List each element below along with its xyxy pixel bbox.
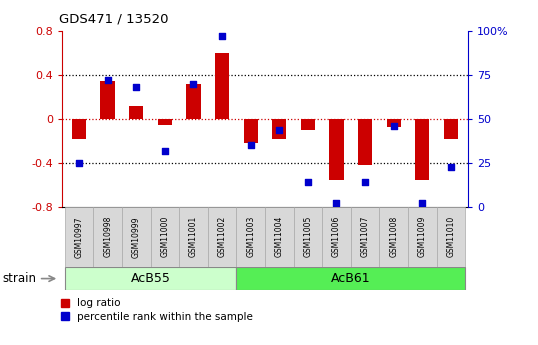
- Text: AcB61: AcB61: [331, 272, 371, 285]
- Text: GSM11009: GSM11009: [418, 216, 427, 257]
- Bar: [179, 207, 208, 267]
- Text: GSM11003: GSM11003: [246, 216, 255, 257]
- Bar: [358, 119, 372, 165]
- Point: [103, 78, 112, 83]
- Bar: [351, 207, 379, 267]
- Bar: [101, 80, 115, 119]
- Point: [332, 201, 341, 206]
- Point: [75, 160, 83, 166]
- Point: [418, 201, 427, 206]
- Point: [390, 123, 398, 129]
- Text: GSM10997: GSM10997: [75, 216, 83, 258]
- Bar: [158, 119, 172, 125]
- Bar: [322, 207, 351, 267]
- Point: [218, 33, 226, 39]
- Point: [275, 127, 284, 132]
- Point: [189, 81, 198, 87]
- Bar: [244, 119, 258, 143]
- Point: [361, 180, 370, 185]
- Point: [303, 180, 312, 185]
- Bar: [294, 207, 322, 267]
- Bar: [265, 207, 294, 267]
- Bar: [208, 207, 236, 267]
- Bar: [437, 207, 465, 267]
- Legend: log ratio, percentile rank within the sample: log ratio, percentile rank within the sa…: [62, 298, 253, 322]
- Bar: [93, 207, 122, 267]
- Text: GSM11001: GSM11001: [189, 216, 198, 257]
- Point: [160, 148, 169, 154]
- Bar: [122, 207, 151, 267]
- Text: GSM11002: GSM11002: [217, 216, 226, 257]
- Bar: [129, 106, 144, 119]
- Bar: [301, 119, 315, 130]
- Text: GSM10998: GSM10998: [103, 216, 112, 257]
- Bar: [415, 119, 429, 179]
- Bar: [65, 207, 93, 267]
- Point: [447, 164, 455, 169]
- Bar: [444, 119, 458, 139]
- Text: strain: strain: [3, 272, 37, 285]
- Point: [246, 143, 255, 148]
- Bar: [329, 119, 344, 179]
- Bar: [186, 84, 201, 119]
- Text: GSM11004: GSM11004: [275, 216, 284, 257]
- Text: GSM11000: GSM11000: [160, 216, 169, 257]
- Text: GSM11005: GSM11005: [303, 216, 313, 257]
- Bar: [236, 267, 465, 290]
- Text: GSM10999: GSM10999: [132, 216, 141, 258]
- Bar: [408, 207, 437, 267]
- Bar: [72, 119, 86, 139]
- Text: GDS471 / 13520: GDS471 / 13520: [59, 12, 169, 25]
- Bar: [151, 207, 179, 267]
- Bar: [386, 119, 401, 127]
- Text: GSM11006: GSM11006: [332, 216, 341, 257]
- Bar: [236, 207, 265, 267]
- Text: GSM11010: GSM11010: [447, 216, 455, 257]
- Text: AcB55: AcB55: [131, 272, 171, 285]
- Bar: [215, 53, 229, 119]
- Text: GSM11007: GSM11007: [360, 216, 370, 257]
- Bar: [272, 119, 286, 139]
- Bar: [65, 267, 236, 290]
- Text: GSM11008: GSM11008: [389, 216, 398, 257]
- Bar: [379, 207, 408, 267]
- Point: [132, 85, 140, 90]
